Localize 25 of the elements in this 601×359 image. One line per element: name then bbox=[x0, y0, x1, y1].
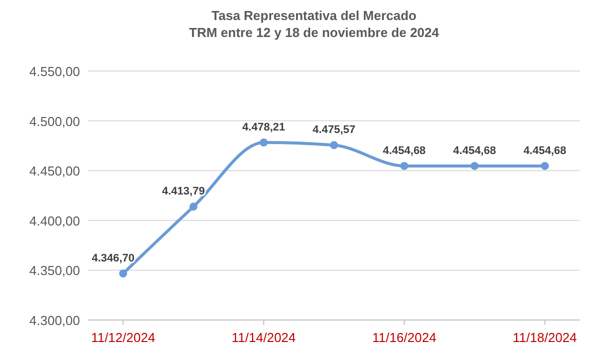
x-tick-label: 11/16/2024 bbox=[372, 330, 436, 345]
data-label: 4.454,68 bbox=[453, 144, 496, 157]
y-tick-label: 4.450,00 bbox=[29, 164, 80, 179]
y-tick-label: 4.500,00 bbox=[29, 114, 80, 129]
data-label: 4.346,70 bbox=[92, 252, 135, 264]
data-label: 4.478,21 bbox=[242, 122, 286, 134]
y-tick-label: 4.550,00 bbox=[29, 64, 80, 79]
point bbox=[119, 269, 128, 278]
chart-title: Tasa Representativa del Mercado TRM entre 12 y 18 de noviembre de 2024 bbox=[189, 8, 440, 40]
point bbox=[260, 138, 268, 147]
y-tick-label: 4.300,00 bbox=[29, 313, 80, 328]
point bbox=[189, 202, 198, 211]
y-tick-label: 4.350,00 bbox=[29, 263, 80, 278]
point bbox=[540, 162, 549, 170]
point bbox=[470, 162, 479, 170]
x-tick-label: 11/14/2024 bbox=[232, 330, 296, 345]
x-tick-label: 11/18/2024 bbox=[512, 330, 577, 345]
data-label: 4.475,57 bbox=[312, 124, 356, 136]
x-tick-label: 11/12/2024 bbox=[91, 330, 156, 345]
y-tick-label: 4.400,00 bbox=[29, 213, 80, 228]
data-label: 4.454,68 bbox=[382, 144, 426, 157]
point bbox=[400, 162, 408, 170]
data-label: 4.454,68 bbox=[523, 144, 566, 157]
data-label: 4.413,79 bbox=[162, 186, 205, 198]
point bbox=[330, 141, 338, 150]
